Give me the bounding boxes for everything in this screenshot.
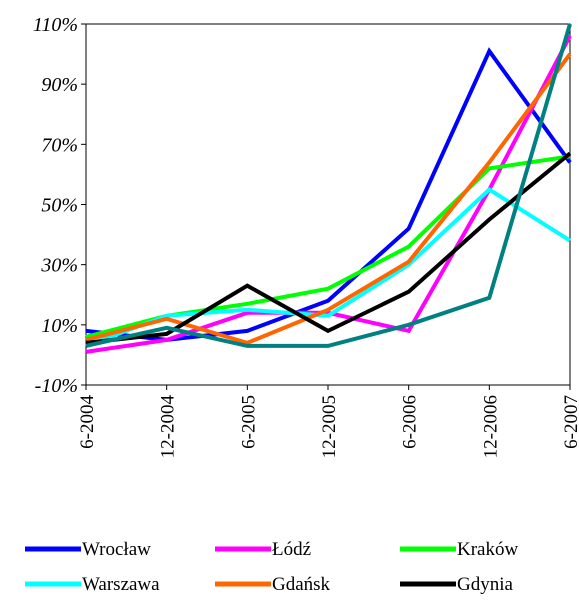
y-tick-label: 10% <box>41 315 78 337</box>
legend-label: Łódź <box>272 539 311 560</box>
plot-area <box>85 23 571 386</box>
y-tick-label: 50% <box>41 195 78 217</box>
legend-label: Wrocław <box>82 539 151 560</box>
y-tick-label: -10% <box>35 375 78 397</box>
y-tick-label: 110% <box>33 14 78 36</box>
series-line-gdynia <box>85 151 572 345</box>
series-line-gdansk <box>85 52 572 346</box>
legend-label: Warszawa <box>82 574 160 595</box>
x-tick-label: 12-2005 <box>319 395 340 458</box>
legend-label: Kraków <box>457 539 518 560</box>
legend-item-warszawa: Warszawa <box>25 574 160 595</box>
plot-border <box>85 23 571 386</box>
x-tick-label: 6-2005 <box>238 395 259 449</box>
x-tick-label: 12-2006 <box>480 395 501 458</box>
legend-item-wroclaw: Wrocław <box>25 539 151 560</box>
series-line-warszawa <box>85 186 572 348</box>
y-tick-label: 30% <box>40 255 78 277</box>
x-tick-label: 6-2006 <box>400 395 421 449</box>
y-tick-label: 90% <box>41 74 78 96</box>
legend-item-krakow: Kraków <box>400 539 518 560</box>
legend-item-gdansk: Gdańsk <box>215 574 331 595</box>
legend-item-gdynia: Gdynia <box>400 574 514 595</box>
legend-item-lodz: Łódź <box>215 539 311 560</box>
series-line-poznan <box>85 23 572 348</box>
legend-label: Gdynia <box>457 574 514 595</box>
x-axis: 6-2004 12-2004 6-2005 12-2005 6-2006 12-2006 6… <box>77 385 579 458</box>
legend: WrocławŁódźKrakówWarszawaGdańskGdyniaPoz… <box>25 539 518 595</box>
legend-label: Gdańsk <box>272 574 331 595</box>
x-tick-label: 6-2004 <box>77 395 98 449</box>
x-tick-label: 6-2007 <box>561 395 579 449</box>
x-tick-label: 12-2004 <box>158 395 179 459</box>
series-lines <box>85 23 572 354</box>
y-tick-label: 70% <box>41 134 78 156</box>
y-axis: -10% 10% 30% 50% 70% 90% 110% <box>33 14 86 397</box>
